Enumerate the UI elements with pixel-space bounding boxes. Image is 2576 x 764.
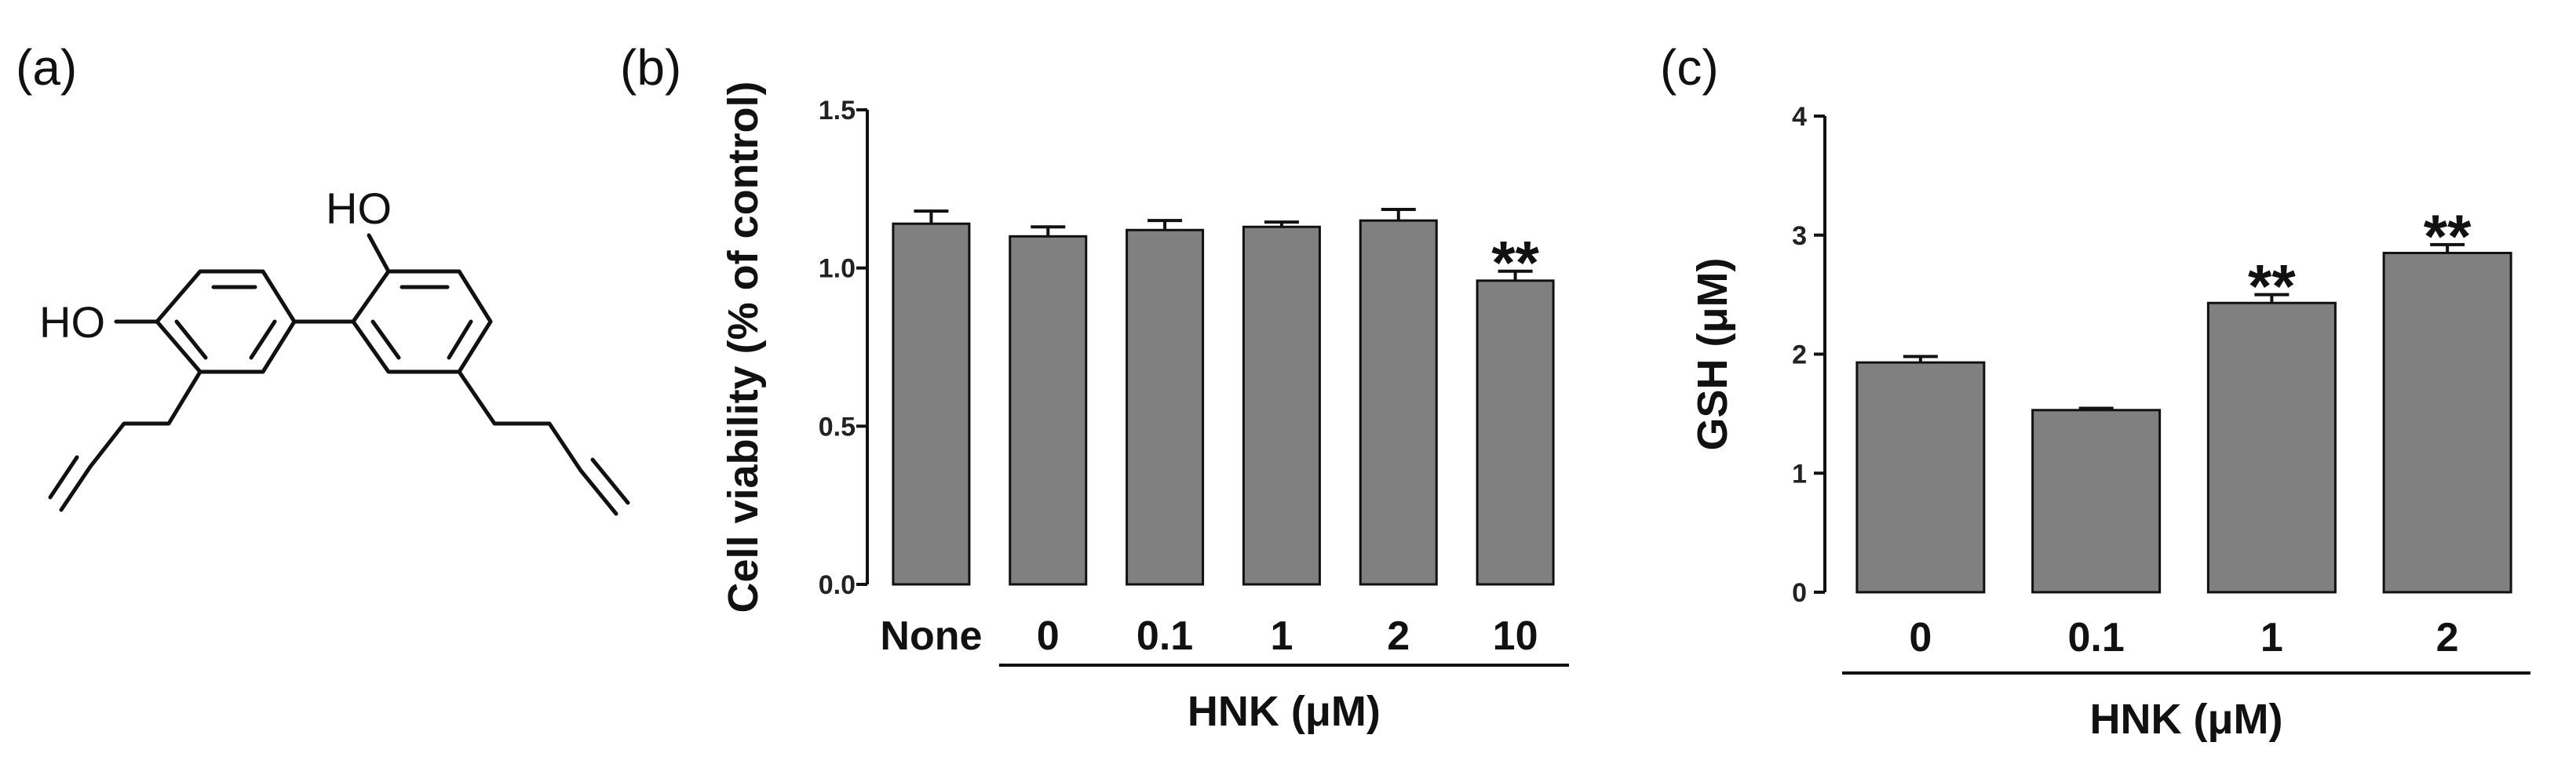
chart-cell-viability: 0.0 0.5 1.0 1.5 None 0 0.1 1 2 ** 10 HNK (μM) Cell v… [720, 81, 1569, 735]
x-axis-title: HNK (μM) [1188, 688, 1381, 735]
y-tick-label: 1 [1792, 459, 1807, 489]
x-tick-label: 2 [2436, 615, 2459, 660]
atom-label-right-oh: HO [326, 184, 392, 233]
x-tick-label: 1 [2260, 615, 2283, 660]
bar [1126, 228, 1205, 586]
significance-marker: ** [1491, 228, 1539, 297]
significance-marker: ** [2424, 202, 2472, 271]
y-tick-label: 0.5 [819, 412, 856, 442]
bar [2382, 252, 2512, 594]
significance-marker: ** [2248, 252, 2296, 321]
x-tick-label: 0 [1909, 615, 1932, 660]
left-ring-double-bond-2 [249, 319, 277, 360]
y-axis-title: GSH (μM) [1689, 257, 1736, 450]
bar [1009, 235, 1088, 586]
bar [2031, 409, 2162, 594]
x-tick-label: 0 [1037, 613, 1060, 659]
y-tick-label: 3 [1792, 221, 1807, 251]
bar [2206, 301, 2337, 594]
bar [892, 222, 971, 586]
right-hydroxyl-bond [367, 233, 391, 274]
right-allyl-chain [457, 369, 583, 473]
bar [1242, 225, 1321, 586]
x-tick-label: 1 [1270, 613, 1293, 659]
panel-label-a: (a) [16, 39, 77, 96]
y-tick-label: 4 [1792, 102, 1807, 132]
bar [1855, 361, 1986, 594]
panel-label-b: (b) [620, 39, 681, 96]
right-allyl-double-bond [590, 457, 630, 505]
bar [1359, 219, 1438, 586]
left-allyl-chain [88, 369, 203, 469]
x-tick-label: None [880, 613, 982, 659]
right-ring-double-bond-2 [447, 319, 473, 360]
chart-gsh: 0 1 2 3 4 0 0.1 ** 1 ** 2 HNK (μM) GSH (μM) [1689, 102, 2530, 743]
y-tick-label: 1.5 [819, 96, 856, 126]
y-tick-label: 1.0 [819, 254, 856, 284]
right-ring-double-bond-3 [370, 319, 401, 360]
y-tick-label: 0 [1792, 578, 1807, 608]
x-tick-label: 0.1 [2067, 615, 2124, 660]
left-allyl-terminal [59, 464, 93, 512]
y-axis-title: Cell viability (% of control) [720, 81, 767, 613]
bar [1476, 279, 1555, 586]
x-axis-title: HNK (μM) [2090, 696, 2283, 743]
right-allyl-terminal [578, 468, 618, 516]
x-tick-label: 2 [1387, 613, 1410, 659]
panel-label-c: (c) [1660, 39, 1719, 96]
x-tick-label: 10 [1493, 613, 1538, 659]
left-ring-double-bond-3 [174, 319, 208, 360]
chemical-structure [48, 233, 630, 516]
x-tick-label: 0.1 [1137, 613, 1193, 659]
y-tick-label: 2 [1792, 340, 1807, 370]
atom-label-left-oh: HO [39, 297, 105, 347]
left-allyl-double-bond [48, 455, 79, 500]
y-tick-label: 0.0 [819, 570, 856, 600]
